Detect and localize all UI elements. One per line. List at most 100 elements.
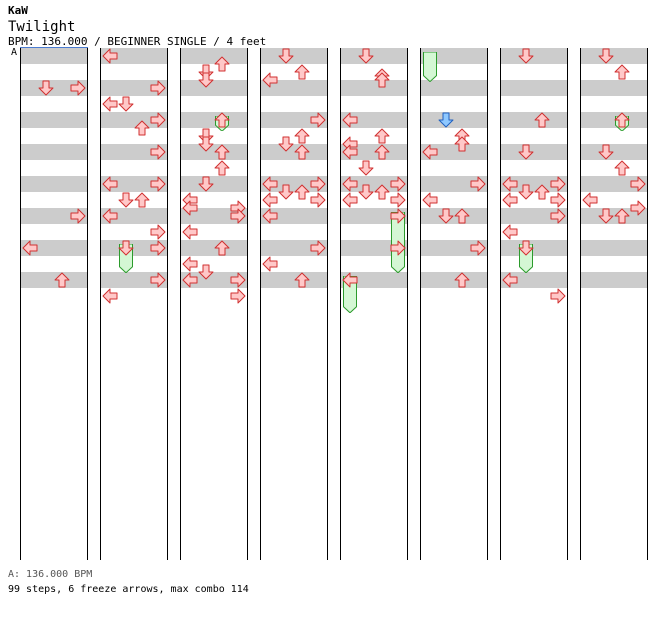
step-arrow-right <box>550 208 566 224</box>
step-arrow-down <box>278 184 294 200</box>
step-arrow-right <box>390 240 406 256</box>
step-arrow-right <box>150 112 166 128</box>
beat-stripe <box>101 176 167 192</box>
step-arrow-right <box>150 224 166 240</box>
step-arrow-down <box>278 136 294 152</box>
beat-stripe <box>501 208 567 224</box>
step-arrow-up <box>374 72 390 88</box>
beat-stripe <box>341 80 407 96</box>
beat-stripe <box>181 144 247 160</box>
beat-stripe <box>341 144 407 160</box>
beat-stripe <box>581 80 647 96</box>
chart-column <box>420 48 488 560</box>
beat-stripe <box>21 240 87 256</box>
step-arrow-right <box>550 288 566 304</box>
beat-stripe <box>341 208 407 224</box>
step-arrow-down <box>118 96 134 112</box>
beat-stripe <box>501 112 567 128</box>
beat-stripe <box>501 240 567 256</box>
step-arrow-down <box>198 264 214 280</box>
beat-stripe <box>421 176 487 192</box>
step-arrow-left <box>262 256 278 272</box>
step-arrow-up <box>214 144 230 160</box>
step-arrow-down <box>358 184 374 200</box>
beat-stripe <box>101 144 167 160</box>
step-arrow-up <box>214 160 230 176</box>
beat-stripe <box>581 112 647 128</box>
bpm-change-line <box>20 47 88 48</box>
step-arrow-right <box>70 80 86 96</box>
beat-stripe <box>261 272 327 288</box>
step-arrow-up <box>614 160 630 176</box>
bpm-legend: A: 136.000 BPM <box>8 569 93 580</box>
step-arrow-right <box>310 192 326 208</box>
step-arrow-left <box>262 176 278 192</box>
step-arrow-up <box>294 144 310 160</box>
step-arrow-left <box>182 272 198 288</box>
step-arrow-left <box>342 176 358 192</box>
beat-stripe <box>341 272 407 288</box>
step-arrow-up <box>214 112 230 128</box>
step-arrow-right <box>310 112 326 128</box>
step-arrow-right <box>150 240 166 256</box>
step-arrow-right <box>470 176 486 192</box>
step-arrow-left <box>502 192 518 208</box>
chart-column <box>580 48 648 560</box>
step-arrow-left <box>422 144 438 160</box>
step-arrow-down <box>198 72 214 88</box>
step-arrow-right <box>390 176 406 192</box>
beat-stripe <box>581 144 647 160</box>
chart-info: BPM: 136.000 / BEGINNER SINGLE / 4 feet <box>8 35 267 48</box>
step-arrow-up <box>454 208 470 224</box>
beat-stripe <box>581 176 647 192</box>
step-arrow-left <box>182 200 198 216</box>
step-arrow-left <box>502 224 518 240</box>
beat-stripe <box>181 272 247 288</box>
step-arrow-up <box>534 112 550 128</box>
step-arrow-down <box>118 192 134 208</box>
step-arrow-left <box>102 176 118 192</box>
step-arrow-right <box>150 144 166 160</box>
bpm-marker: A <box>11 47 18 58</box>
step-arrow-up <box>294 184 310 200</box>
beat-stripe <box>101 48 167 64</box>
step-arrow-up <box>374 128 390 144</box>
beat-stripe <box>501 176 567 192</box>
step-arrow-right <box>310 240 326 256</box>
beat-stripe <box>261 80 327 96</box>
beat-stripe <box>341 48 407 64</box>
step-arrow-left <box>502 272 518 288</box>
step-arrow-down <box>518 184 534 200</box>
step-arrow-left <box>342 112 358 128</box>
beat-stripe <box>21 272 87 288</box>
artist-name: KaW <box>8 4 28 17</box>
step-arrow-right <box>230 208 246 224</box>
step-arrow-up <box>294 128 310 144</box>
step-arrow-down <box>118 240 134 256</box>
beat-stripe <box>261 208 327 224</box>
step-arrow-right <box>630 200 646 216</box>
step-arrow-left <box>422 192 438 208</box>
chart-column <box>260 48 328 560</box>
beat-stripe <box>421 80 487 96</box>
step-arrow-right <box>470 240 486 256</box>
step-arrow-left <box>342 144 358 160</box>
chart-column <box>340 48 408 560</box>
beat-stripe <box>421 48 487 64</box>
step-arrow-down <box>518 240 534 256</box>
step-arrow-left <box>502 176 518 192</box>
step-arrow-down <box>38 80 54 96</box>
beat-stripe <box>501 272 567 288</box>
beat-stripe <box>181 80 247 96</box>
beat-stripe <box>261 144 327 160</box>
step-arrow-up <box>454 136 470 152</box>
step-arrow-right <box>550 176 566 192</box>
step-arrow-left <box>182 224 198 240</box>
beat-stripe <box>501 48 567 64</box>
step-arrow-right <box>150 80 166 96</box>
step-arrow-up <box>134 120 150 136</box>
beat-stripe <box>421 144 487 160</box>
step-arrow-down <box>518 48 534 64</box>
step-arrow-left <box>342 272 358 288</box>
step-arrow-left <box>342 192 358 208</box>
